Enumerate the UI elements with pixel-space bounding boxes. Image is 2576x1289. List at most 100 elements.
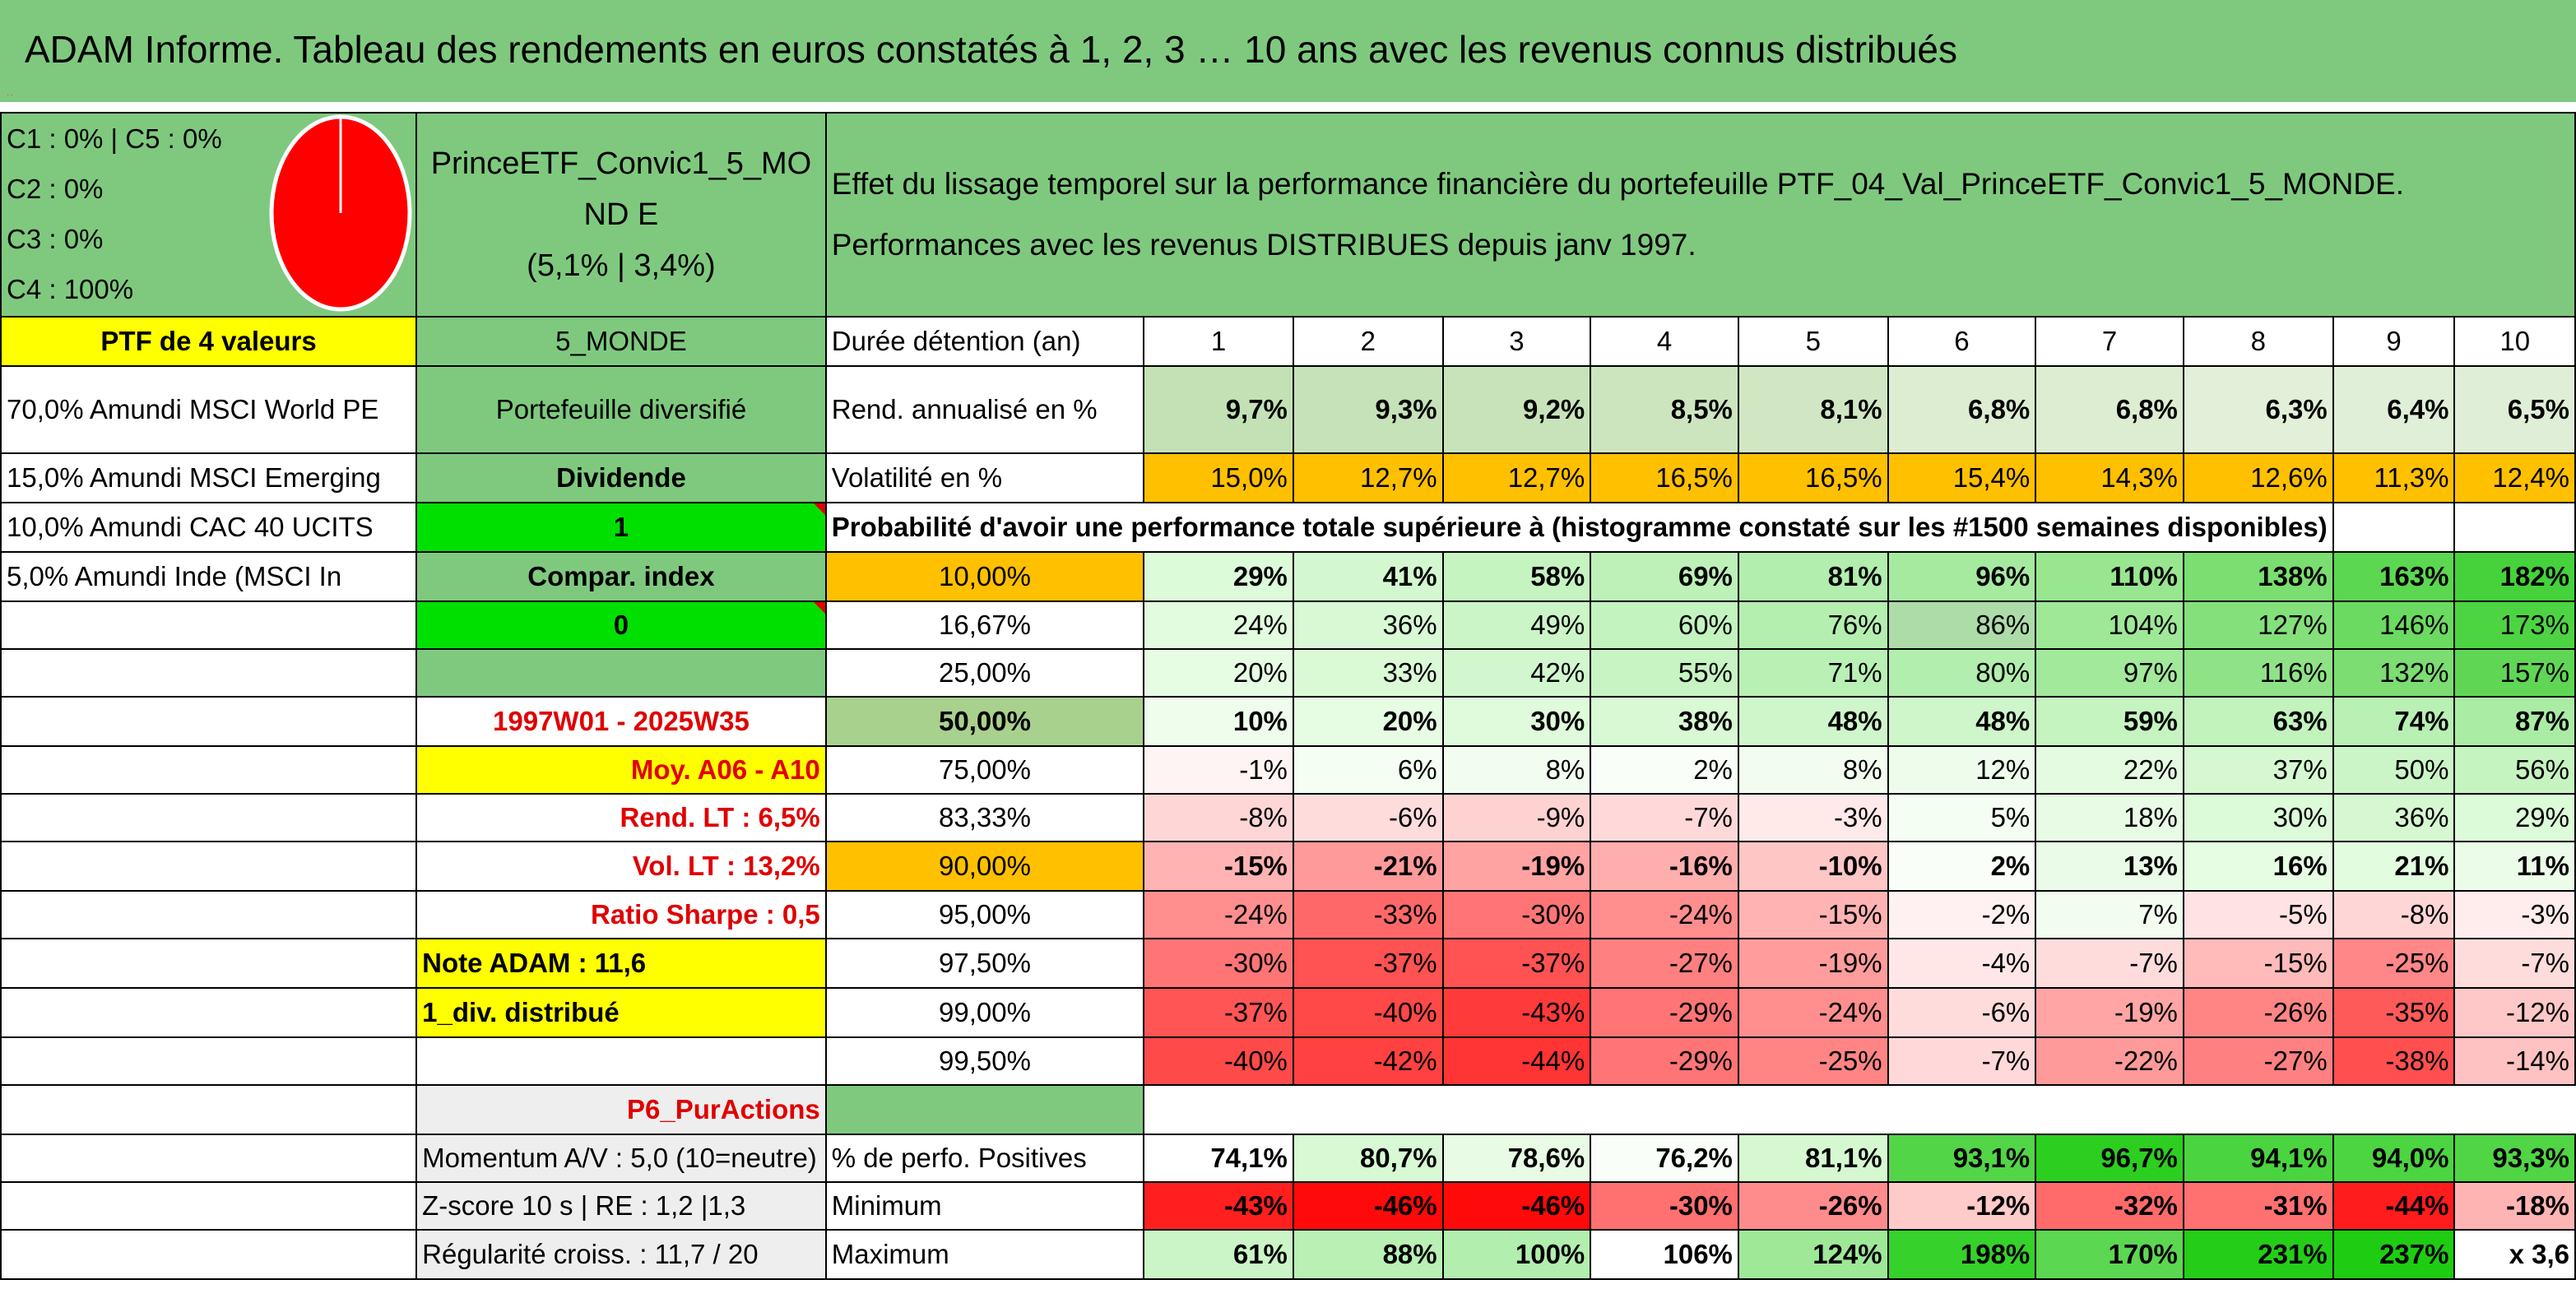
max-y2: 88% bbox=[1292, 1229, 1444, 1280]
q975-y1: -30% bbox=[1143, 938, 1294, 989]
q10-y2: 41% bbox=[1292, 551, 1444, 602]
q1667-y10: 173% bbox=[2453, 600, 2576, 650]
q75-y6: 12% bbox=[1887, 745, 2037, 795]
holding-4: 5,0% Amundi Inde (MSCI In bbox=[0, 551, 418, 602]
q8333-y6: 5% bbox=[1887, 793, 2037, 842]
portfolio-stats: (5,1% | 3,4%) bbox=[527, 248, 716, 283]
period: 1997W01 - 2025W35 bbox=[415, 696, 827, 747]
q975-y2: -37% bbox=[1292, 938, 1444, 989]
q75-y1: -1% bbox=[1143, 745, 1294, 795]
holding-1: 70,0% Amundi MSCI World PE bbox=[0, 365, 418, 454]
empty-cell bbox=[0, 648, 418, 698]
year-6: 6 bbox=[1887, 316, 2037, 367]
pos-y2: 80,7% bbox=[1292, 1134, 1444, 1183]
q10-y1: 29% bbox=[1143, 551, 1294, 602]
q50-y2: 20% bbox=[1292, 696, 1444, 747]
empty-cell bbox=[0, 745, 418, 795]
q90-y2: -21% bbox=[1292, 841, 1444, 892]
quantile-995: 99,50% bbox=[824, 1036, 1145, 1086]
q95-y5: -15% bbox=[1737, 890, 1889, 939]
q995-y1: -40% bbox=[1143, 1036, 1294, 1086]
q1667-y6: 86% bbox=[1887, 600, 2037, 650]
q50-y1: 10% bbox=[1143, 696, 1294, 747]
q995-y6: -7% bbox=[1887, 1036, 2037, 1086]
rend-y9: 6,4% bbox=[2332, 365, 2456, 454]
max-ratio: x 3,6 bbox=[2453, 1229, 2576, 1280]
max-y8: 231% bbox=[2182, 1229, 2334, 1280]
q25-y8: 116% bbox=[2182, 648, 2334, 698]
q975-y6: -4% bbox=[1887, 938, 2037, 989]
q50-y6: 48% bbox=[1887, 696, 2037, 747]
q99-y1: -37% bbox=[1143, 987, 1294, 1038]
max-y7: 170% bbox=[2035, 1229, 2184, 1280]
q1667-y2: 36% bbox=[1292, 600, 1444, 650]
max-y4: 106% bbox=[1590, 1229, 1739, 1280]
min-y5: -26% bbox=[1737, 1181, 1889, 1231]
momentum: Momentum A/V : 5,0 (10=neutre) bbox=[415, 1134, 827, 1183]
year-1: 1 bbox=[1143, 316, 1294, 367]
q975-y5: -19% bbox=[1737, 938, 1889, 989]
empty-cell bbox=[0, 890, 418, 939]
q975-y7: -7% bbox=[2035, 938, 2184, 989]
rend-y1: 9,7% bbox=[1143, 365, 1294, 454]
q10-y10: 182% bbox=[2453, 551, 2576, 602]
q1667-y5: 76% bbox=[1737, 600, 1889, 650]
empty-cell bbox=[0, 600, 418, 650]
q75-y5: 8% bbox=[1737, 745, 1889, 795]
empty-cell bbox=[0, 696, 418, 747]
empty-cell bbox=[0, 987, 418, 1038]
q95-y4: -24% bbox=[1590, 890, 1739, 939]
portfolio-type: Portefeuille diversifié bbox=[415, 365, 827, 454]
q90-y6: 2% bbox=[1887, 841, 2037, 892]
year-10: 10 bbox=[2453, 316, 2576, 367]
effect-line-2: Performances avec les revenus DISTRIBUES… bbox=[831, 228, 1696, 262]
empty-cell bbox=[824, 1084, 1145, 1135]
quantile-975: 97,50% bbox=[824, 938, 1145, 989]
q99-y6: -6% bbox=[1887, 987, 2037, 1038]
q50-y4: 38% bbox=[1590, 696, 1739, 747]
average-label: Moy. A06 - A10 bbox=[415, 745, 827, 795]
pos-y3: 78,6% bbox=[1441, 1134, 1592, 1183]
page-title: ADAM Informe. Tableau des rendements en … bbox=[0, 0, 2576, 102]
q95-y10: -3% bbox=[2453, 890, 2576, 939]
q25-y10: 157% bbox=[2453, 648, 2576, 698]
year-7: 7 bbox=[2035, 316, 2184, 367]
compare-value: 0 bbox=[415, 600, 827, 650]
pos-y10: 93,3% bbox=[2453, 1134, 2576, 1183]
quantile-95: 95,00% bbox=[824, 890, 1145, 939]
q95-y8: -5% bbox=[2182, 890, 2334, 939]
report-table: C1 : 0% | C5 : 0% C2 : 0% C3 : 0% C4 : 1… bbox=[0, 112, 2576, 1280]
vol-y9: 11,3% bbox=[2332, 452, 2456, 503]
q75-y10: 56% bbox=[2453, 745, 2576, 795]
q99-y2: -40% bbox=[1292, 987, 1444, 1038]
year-4: 4 bbox=[1590, 316, 1739, 367]
empty-cell bbox=[0, 1181, 418, 1231]
class-c2: C2 : 0% bbox=[7, 174, 104, 204]
q25-y9: 132% bbox=[2332, 648, 2456, 698]
vol-y5: 16,5% bbox=[1737, 452, 1889, 503]
zscore: Z-score 10 s | RE : 1,2 |1,3 bbox=[415, 1181, 827, 1231]
max-y9: 237% bbox=[2332, 1229, 2456, 1280]
q99-y8: -26% bbox=[2182, 987, 2334, 1038]
effect-line-1: Effet du lissage temporel sur la perform… bbox=[831, 167, 2404, 201]
q75-y9: 50% bbox=[2332, 745, 2456, 795]
q8333-y3: -9% bbox=[1441, 793, 1592, 842]
q95-y7: 7% bbox=[2035, 890, 2184, 939]
allocation-pie-chart bbox=[269, 114, 412, 312]
quantile-75: 75,00% bbox=[824, 745, 1145, 795]
q25-y6: 80% bbox=[1887, 648, 2037, 698]
pos-y1: 74,1% bbox=[1143, 1134, 1294, 1183]
rend-label: Rend. annualisé en % bbox=[824, 365, 1145, 454]
portfolio-zone: 5_MONDE bbox=[415, 316, 827, 367]
min-y3: -46% bbox=[1441, 1181, 1592, 1231]
rend-y5: 8,1% bbox=[1737, 365, 1889, 454]
min-y9: -44% bbox=[2332, 1181, 2456, 1231]
empty-cell bbox=[0, 1084, 418, 1135]
q995-y2: -42% bbox=[1292, 1036, 1444, 1086]
q995-y9: -38% bbox=[2332, 1036, 2456, 1086]
quantile-8333: 83,33% bbox=[824, 793, 1145, 842]
holding-2: 15,0% Amundi MSCI Emerging bbox=[0, 452, 418, 503]
q90-y10: 11% bbox=[2453, 841, 2576, 892]
q50-y10: 87% bbox=[2453, 696, 2576, 747]
q25-y1: 20% bbox=[1143, 648, 1294, 698]
